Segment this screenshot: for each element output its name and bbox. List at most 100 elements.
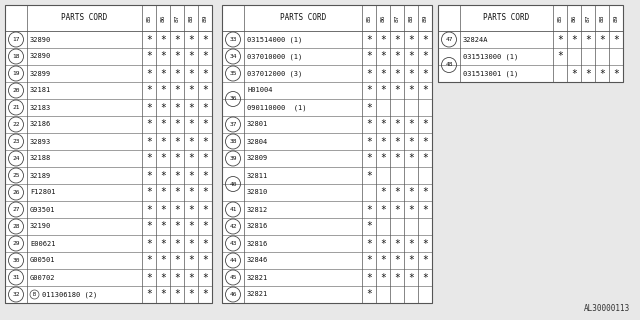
Text: *: * [146,255,152,266]
Text: *: * [160,119,166,130]
Text: *: * [188,102,194,113]
Text: *: * [188,255,194,266]
Text: *: * [202,273,208,283]
Text: 88: 88 [189,14,193,22]
Text: *: * [202,35,208,44]
Text: *: * [188,35,194,44]
Text: 32810: 32810 [247,189,268,196]
Text: *: * [380,204,386,214]
Text: 32809: 32809 [247,156,268,162]
Text: 31: 31 [12,275,20,280]
Text: 21: 21 [12,105,20,110]
Text: 39: 39 [229,156,237,161]
Text: *: * [146,154,152,164]
Text: *: * [366,204,372,214]
Text: *: * [174,238,180,249]
Text: *: * [366,119,372,130]
Text: 35: 35 [229,71,237,76]
Text: 28: 28 [12,224,20,229]
Text: *: * [394,204,400,214]
Text: *: * [188,204,194,214]
Text: *: * [174,35,180,44]
Text: 090110000  (1): 090110000 (1) [247,104,307,111]
Text: 32824A: 32824A [463,36,488,43]
Bar [222,5,432,303]
Text: *: * [422,204,428,214]
Text: *: * [146,221,152,231]
Text: *: * [160,255,166,266]
Text: 44: 44 [229,258,237,263]
Text: 17: 17 [12,37,20,42]
Text: *: * [380,85,386,95]
Text: *: * [174,290,180,300]
Text: *: * [188,238,194,249]
Text: 88: 88 [600,14,605,22]
Text: F12801: F12801 [30,189,56,196]
Text: PARTS CORD: PARTS CORD [483,13,530,22]
Text: *: * [422,238,428,249]
Text: 46: 46 [229,292,237,297]
Text: 20: 20 [12,88,20,93]
Text: 87: 87 [175,14,179,22]
Text: *: * [408,52,414,61]
Text: *: * [174,52,180,61]
Text: *: * [174,171,180,180]
Text: *: * [160,221,166,231]
Text: *: * [174,188,180,197]
Text: 011306180 (2): 011306180 (2) [42,291,97,298]
Text: *: * [202,119,208,130]
Text: *: * [422,52,428,61]
Text: *: * [557,52,563,61]
Text: *: * [202,85,208,95]
Text: *: * [422,119,428,130]
Text: 32890: 32890 [30,36,51,43]
Text: 26: 26 [12,190,20,195]
Text: *: * [366,35,372,44]
Text: *: * [188,188,194,197]
Text: 32821: 32821 [247,292,268,298]
Text: 86: 86 [381,14,385,22]
Text: *: * [422,35,428,44]
Text: 031514000 (1): 031514000 (1) [247,36,302,43]
Text: 33: 33 [229,37,237,42]
Text: *: * [408,119,414,130]
Text: *: * [394,154,400,164]
Text: *: * [408,255,414,266]
Text: AL30000113: AL30000113 [584,304,630,313]
Text: B: B [33,292,36,297]
Text: *: * [160,68,166,78]
Text: 86: 86 [572,14,577,22]
Text: *: * [160,171,166,180]
Text: 43: 43 [229,241,237,246]
Text: 32893: 32893 [30,139,51,145]
Text: *: * [188,273,194,283]
Text: 85: 85 [367,14,371,22]
Text: 89: 89 [202,14,207,22]
Text: 89: 89 [422,14,428,22]
Text: *: * [366,52,372,61]
Text: *: * [202,102,208,113]
Text: *: * [366,238,372,249]
Text: *: * [422,68,428,78]
Text: 32821: 32821 [247,275,268,281]
Text: *: * [366,273,372,283]
Text: *: * [394,188,400,197]
Text: 32899: 32899 [30,70,51,76]
Text: *: * [380,238,386,249]
Text: 45: 45 [229,275,237,280]
Text: *: * [380,119,386,130]
Text: *: * [174,154,180,164]
Text: *: * [394,68,400,78]
Text: *: * [146,204,152,214]
Text: *: * [174,119,180,130]
Text: *: * [408,273,414,283]
Text: E00621: E00621 [30,241,56,246]
Text: *: * [146,102,152,113]
Text: *: * [188,154,194,164]
Text: 30: 30 [12,258,20,263]
Text: G00501: G00501 [30,258,56,263]
Text: *: * [422,273,428,283]
Text: 037012000 (3): 037012000 (3) [247,70,302,77]
Text: G93501: G93501 [30,206,56,212]
Text: 34: 34 [229,54,237,59]
